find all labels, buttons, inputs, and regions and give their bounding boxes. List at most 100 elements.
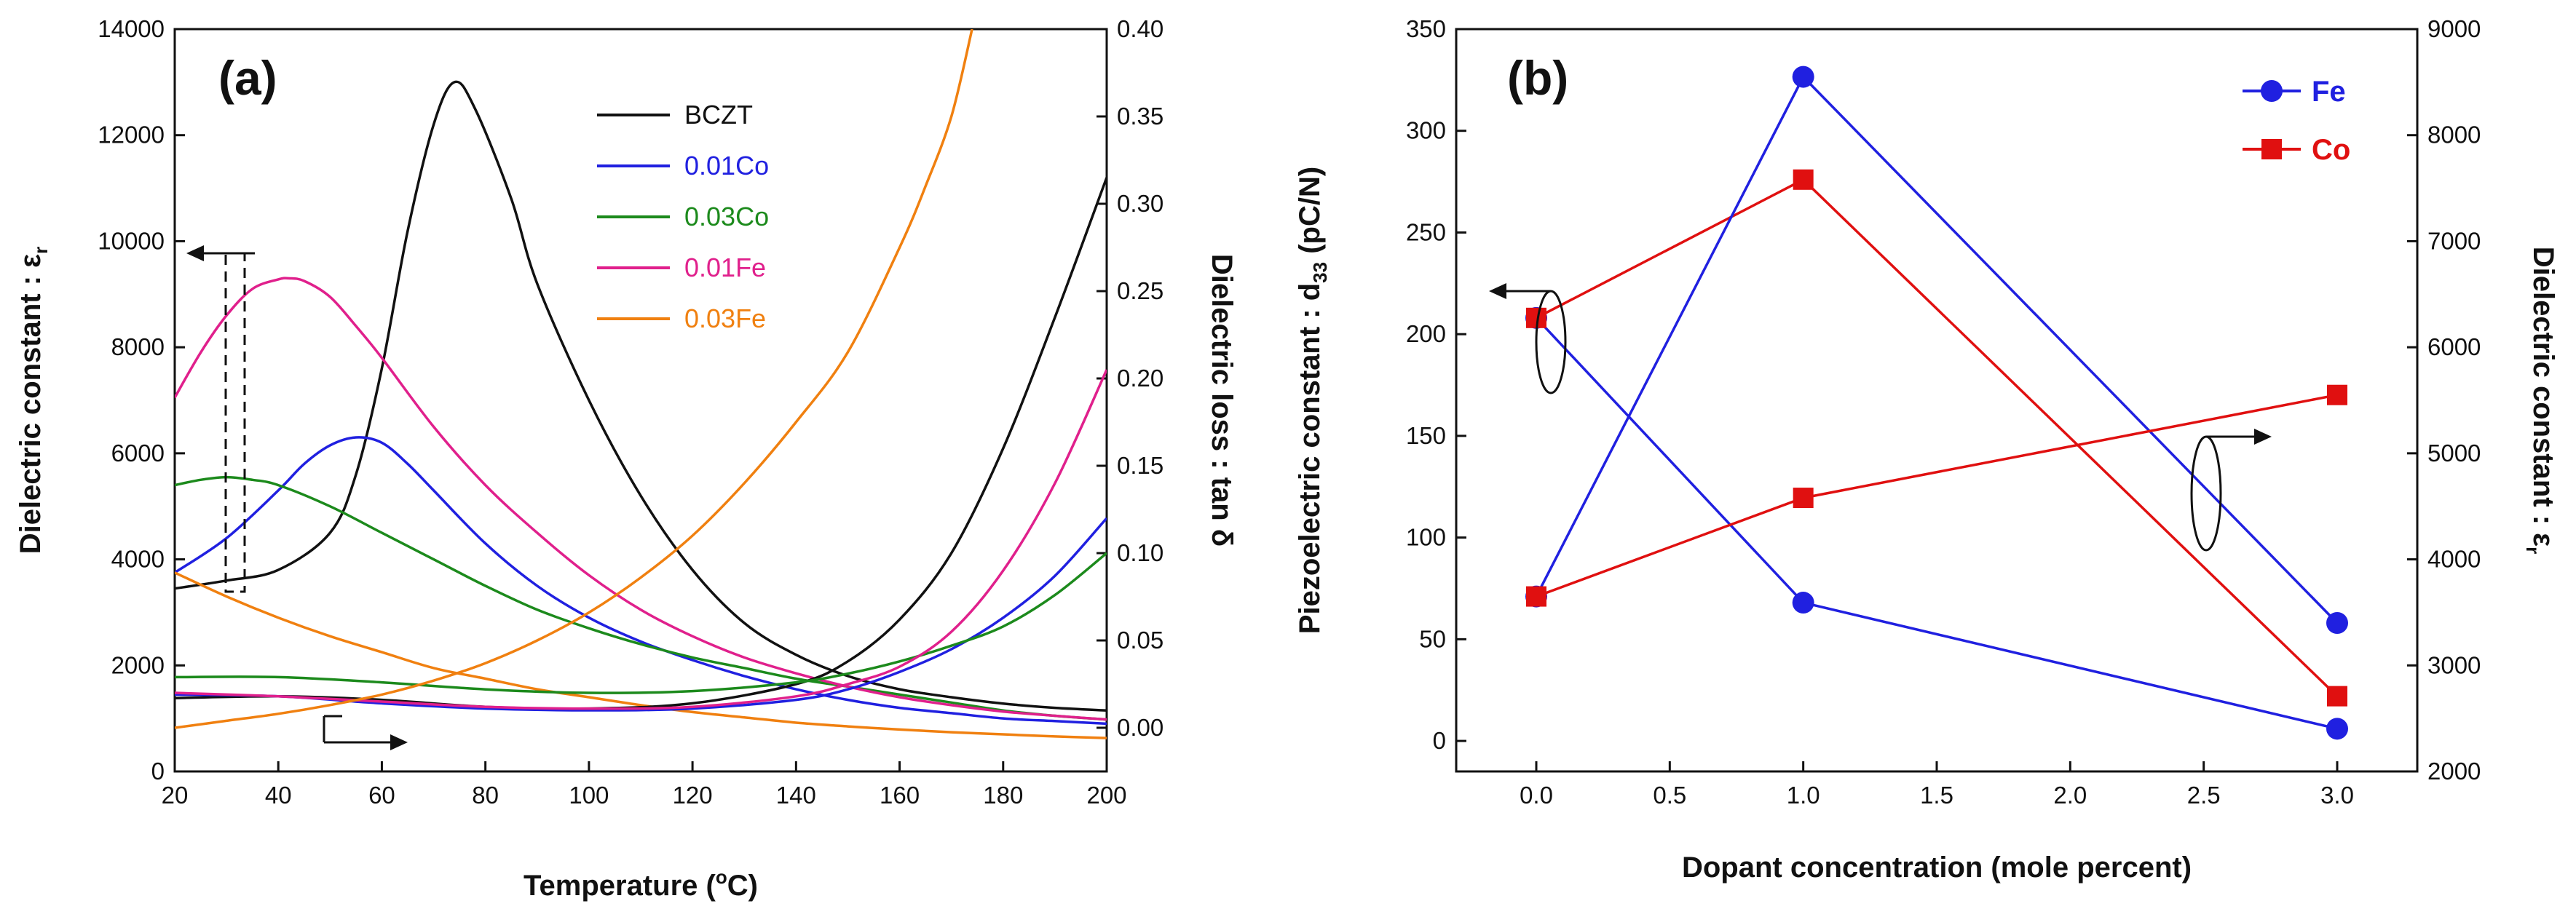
chart-a-legend-label: BCZT — [684, 100, 753, 130]
chart-a-left-arrow-annotation — [186, 245, 255, 593]
chart-b-fe-left-line — [1535, 317, 2338, 731]
chart-b-y-left-tick-label: 250 — [1406, 218, 1446, 245]
chart-b-fe-right-point — [1792, 66, 1814, 88]
chart-b-fe-right-point — [2326, 612, 2348, 634]
chart-a-legend-label: 0.03Co — [684, 202, 769, 231]
chart-a-series-0-03fe — [175, 571, 1107, 739]
right-ellipse — [2190, 435, 2222, 552]
chart-a-y-left-tick-label: 10000 — [98, 227, 165, 254]
chart-b-y-right-tick-label: 3000 — [2427, 651, 2481, 678]
chart-a-series-bczt — [175, 80, 1107, 712]
chart-a-y-right-tick-label: 0.30 — [1117, 190, 1163, 217]
chart-a-ticks: 20 40 60 80 100 120 140 160 180 20002000400060008… — [98, 15, 1163, 809]
left-arrow-head — [1489, 283, 1506, 299]
chart-b-x-tick-label: 0.0 — [1520, 782, 1553, 809]
chart-b-y-left-tick-label: 200 — [1406, 320, 1446, 347]
chart-b-x-tick-label: 3.0 — [2320, 782, 2354, 809]
chart-b-y-left-tick-label: 100 — [1406, 524, 1446, 551]
chart-b-y-right-tick-label: 4000 — [2427, 546, 2481, 573]
chart-a-y-left-tick-label: 12000 — [98, 122, 165, 148]
chart-b-legend-marker — [2261, 139, 2282, 159]
chart-b-y-left-tick-label: 350 — [1406, 15, 1446, 42]
chart-a-series-0-01co-loss — [175, 517, 1107, 712]
chart-b-y-left-tick-label: 150 — [1406, 422, 1446, 449]
chart-a-legend-label: 0.01Co — [684, 151, 769, 180]
chart-a-series-0-03co — [175, 475, 1107, 721]
chart-a-series-0-03fe-loss — [175, 29, 973, 729]
chart-a-curves — [175, 29, 1107, 739]
chart-b-legend-marker — [2261, 80, 2283, 102]
chart-a-x-label: Temperature (oC) — [524, 866, 758, 902]
chart-b-x-label: Dopant concentration (mole percent) — [1682, 852, 2192, 884]
chart-b-co-left-point — [2327, 686, 2347, 707]
chart-a-x-tick-label: 140 — [776, 782, 816, 809]
chart-a-y-left-tick-label: 0 — [151, 758, 165, 785]
chart-b-y-right-tick-label: 9000 — [2427, 15, 2481, 42]
chart-a-y-right-tick-label: 0.00 — [1117, 714, 1163, 741]
left-ellipse — [1535, 290, 1567, 394]
chart-a-x-tick-label: 80 — [472, 782, 499, 809]
left-arrow-head — [186, 245, 204, 261]
chart-a-panel-label: (a) — [218, 51, 277, 105]
chart-b-legend: Fe Co — [2243, 76, 2350, 166]
chart-b-legend-label: Co — [2312, 134, 2350, 166]
chart-a-y-left-tick-label: 6000 — [111, 440, 165, 467]
chart-b-y-right-tick-label: 8000 — [2427, 122, 2481, 148]
chart-a-x-tick-label: 180 — [983, 782, 1023, 809]
chart-b-y-right-tick-label: 5000 — [2427, 440, 2481, 467]
right-arrow-head — [2254, 429, 2272, 445]
chart-b-x-tick-label: 2.0 — [2053, 782, 2087, 809]
chart-a-series-bczt-loss — [175, 177, 1107, 710]
chart-a-legend-label: 0.01Fe — [684, 253, 766, 282]
chart-a-x-tick-label: 60 — [368, 782, 395, 809]
chart-a-series-0-03co-loss — [175, 552, 1107, 694]
chart-a-series-0-01co — [175, 436, 1107, 726]
chart-b-y-right-label: Dielectric constant : εr — [2522, 247, 2559, 555]
chart-b-ticks: 0.0 0.5 1.0 1.5 2.0 2.5 3.0 0 50 100 150 200 250 300 3… — [1406, 15, 2481, 809]
chart-a-x-tick-label: 160 — [880, 782, 920, 809]
chart-b-y-right-tick-label: 2000 — [2427, 758, 2481, 785]
chart-b-legend-label: Fe — [2312, 76, 2346, 108]
chart-a-y-left-tick-label: 14000 — [98, 15, 165, 42]
chart-b-y-left-tick-label: 0 — [1433, 727, 1446, 754]
chart-b-co-right-point — [2327, 384, 2347, 405]
chart-a-y-right-tick-label: 0.15 — [1117, 452, 1163, 479]
chart-a-series-0-01fe-loss — [175, 369, 1107, 710]
chart-a-legend-label: 0.03Fe — [684, 303, 766, 333]
chart-b-panel-label: (b) — [1507, 51, 1568, 105]
chart-b-fe-right-line — [1535, 74, 2339, 624]
chart-b: 0.0 0.5 1.0 1.5 2.0 2.5 3.0 0 50 100 150 200 250 300 3… — [1294, 15, 2559, 884]
chart-b-x-tick-label: 1.5 — [1920, 782, 1953, 809]
chart-b-co-left-point — [1793, 169, 1814, 190]
chart-b-left-arrow-annotation — [1489, 283, 1567, 394]
chart-a-legend: BCZT 0.01Co 0.03Co 0.01Fe 0.03Fe — [597, 100, 769, 333]
chart-a-y-right-tick-label: 0.40 — [1117, 15, 1163, 42]
chart-a-frame — [173, 28, 1108, 773]
chart-b-y-left-tick-label: 300 — [1406, 117, 1446, 144]
chart-a-y-right-tick-label: 0.10 — [1117, 539, 1163, 566]
chart-a-y-right-tick-label: 0.25 — [1117, 277, 1163, 304]
chart-a-y-right-tick-label: 0.20 — [1117, 365, 1163, 392]
chart-a-y-left-tick-label: 4000 — [111, 546, 165, 573]
chart-b-y-left-label: Piezoelectric constant : d33 (pC/N) — [1294, 167, 1331, 634]
chart-b-x-tick-label: 0.5 — [1653, 782, 1686, 809]
chart-b-x-tick-label: 2.5 — [2187, 782, 2221, 809]
chart-b-curves — [1525, 66, 2348, 740]
chart-b-y-right-tick-label: 6000 — [2427, 333, 2481, 360]
chart-a-y-left-tick-label: 2000 — [111, 651, 165, 678]
chart-a-y-right-tick-label: 0.35 — [1117, 103, 1163, 130]
chart-b-co-right-line — [1536, 393, 2338, 598]
chart-a-series-0-01fe — [175, 277, 1107, 721]
chart-b-y-left-tick-label: 50 — [1419, 625, 1446, 652]
chart-a-y-left-tick-label: 8000 — [111, 333, 165, 360]
chart-a-y-left-label: Dielectric constant : εr — [15, 247, 52, 555]
chart-a-x-tick-label: 20 — [162, 782, 189, 809]
chart-b-x-tick-label: 1.0 — [1787, 782, 1820, 809]
chart-a-y-right-label: Dielectric loss : tan δ — [1206, 254, 1238, 547]
chart-b-fe-left-point — [1792, 592, 1814, 614]
chart-a-x-tick-label: 200 — [1086, 782, 1126, 809]
chart-b-y-right-tick-label: 7000 — [2427, 227, 2481, 254]
chart-a-y-right-tick-label: 0.05 — [1117, 627, 1163, 654]
chart-b-co-right-point — [1526, 586, 1546, 607]
